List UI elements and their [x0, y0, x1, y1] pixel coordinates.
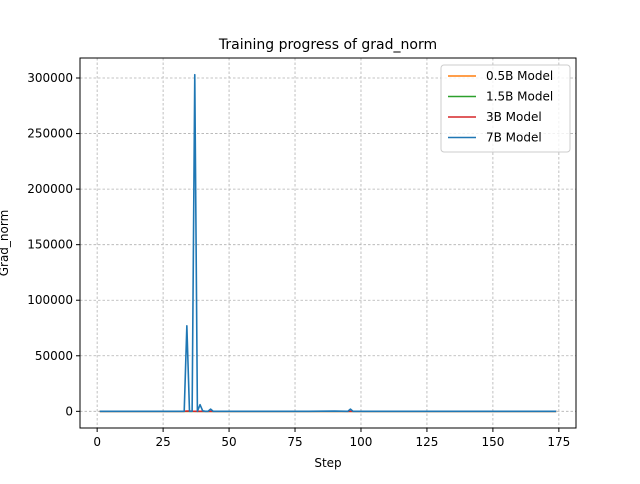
chart-title: Training progress of grad_norm [218, 37, 437, 53]
x-tick-label: 0 [93, 435, 101, 449]
x-tick-label: 50 [221, 435, 236, 449]
y-tick-label: 100000 [27, 293, 73, 307]
legend-label-7b-model: 7B Model [486, 131, 542, 145]
y-tick-label: 0 [65, 404, 73, 418]
legend-label-0-5b-model: 0.5B Model [486, 69, 553, 83]
legend: 0.5B Model 1.5B Model 3B Model 7B Model [441, 65, 570, 152]
x-tick-label: 125 [415, 435, 438, 449]
y-tick-label: 150000 [27, 238, 73, 252]
x-tick-label: 75 [287, 435, 302, 449]
x-tick-label: 150 [481, 435, 504, 449]
legend-label-3b-model: 3B Model [486, 110, 542, 124]
y-tick-label: 300000 [27, 71, 73, 85]
x-tick-label: 100 [350, 435, 373, 449]
y-tick-label: 50000 [35, 349, 73, 363]
legend-label-1-5b-model: 1.5B Model [486, 90, 553, 104]
y-tick-label: 250000 [27, 127, 73, 141]
x-axis-label: Step [314, 456, 341, 470]
y-tick-label: 200000 [27, 182, 73, 196]
y-axis-label: Grad_norm [0, 210, 11, 277]
x-tick-label: 175 [547, 435, 570, 449]
x-tick-label: 25 [155, 435, 170, 449]
